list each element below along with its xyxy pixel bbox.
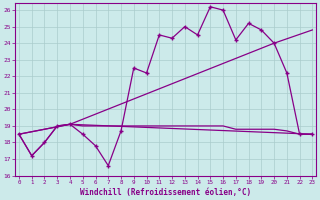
X-axis label: Windchill (Refroidissement éolien,°C): Windchill (Refroidissement éolien,°C) xyxy=(80,188,251,197)
